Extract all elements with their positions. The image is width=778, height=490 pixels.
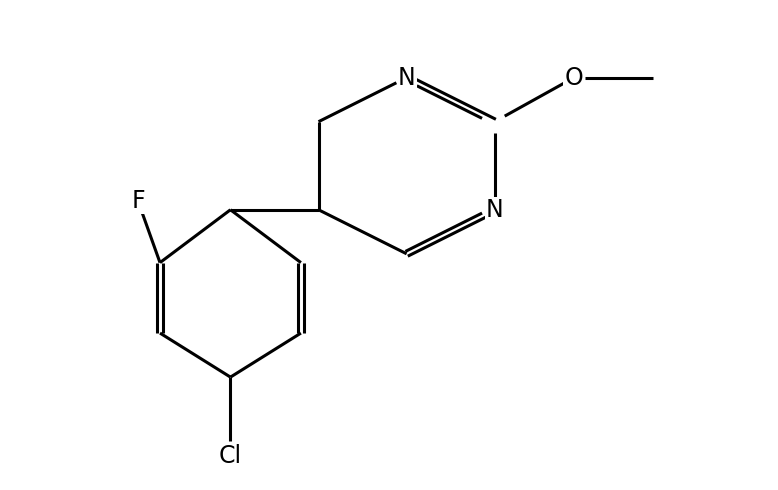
Text: Cl: Cl xyxy=(219,444,242,468)
Text: F: F xyxy=(131,189,145,213)
Text: O: O xyxy=(565,66,584,90)
Text: N: N xyxy=(485,198,503,222)
Text: N: N xyxy=(398,66,415,90)
